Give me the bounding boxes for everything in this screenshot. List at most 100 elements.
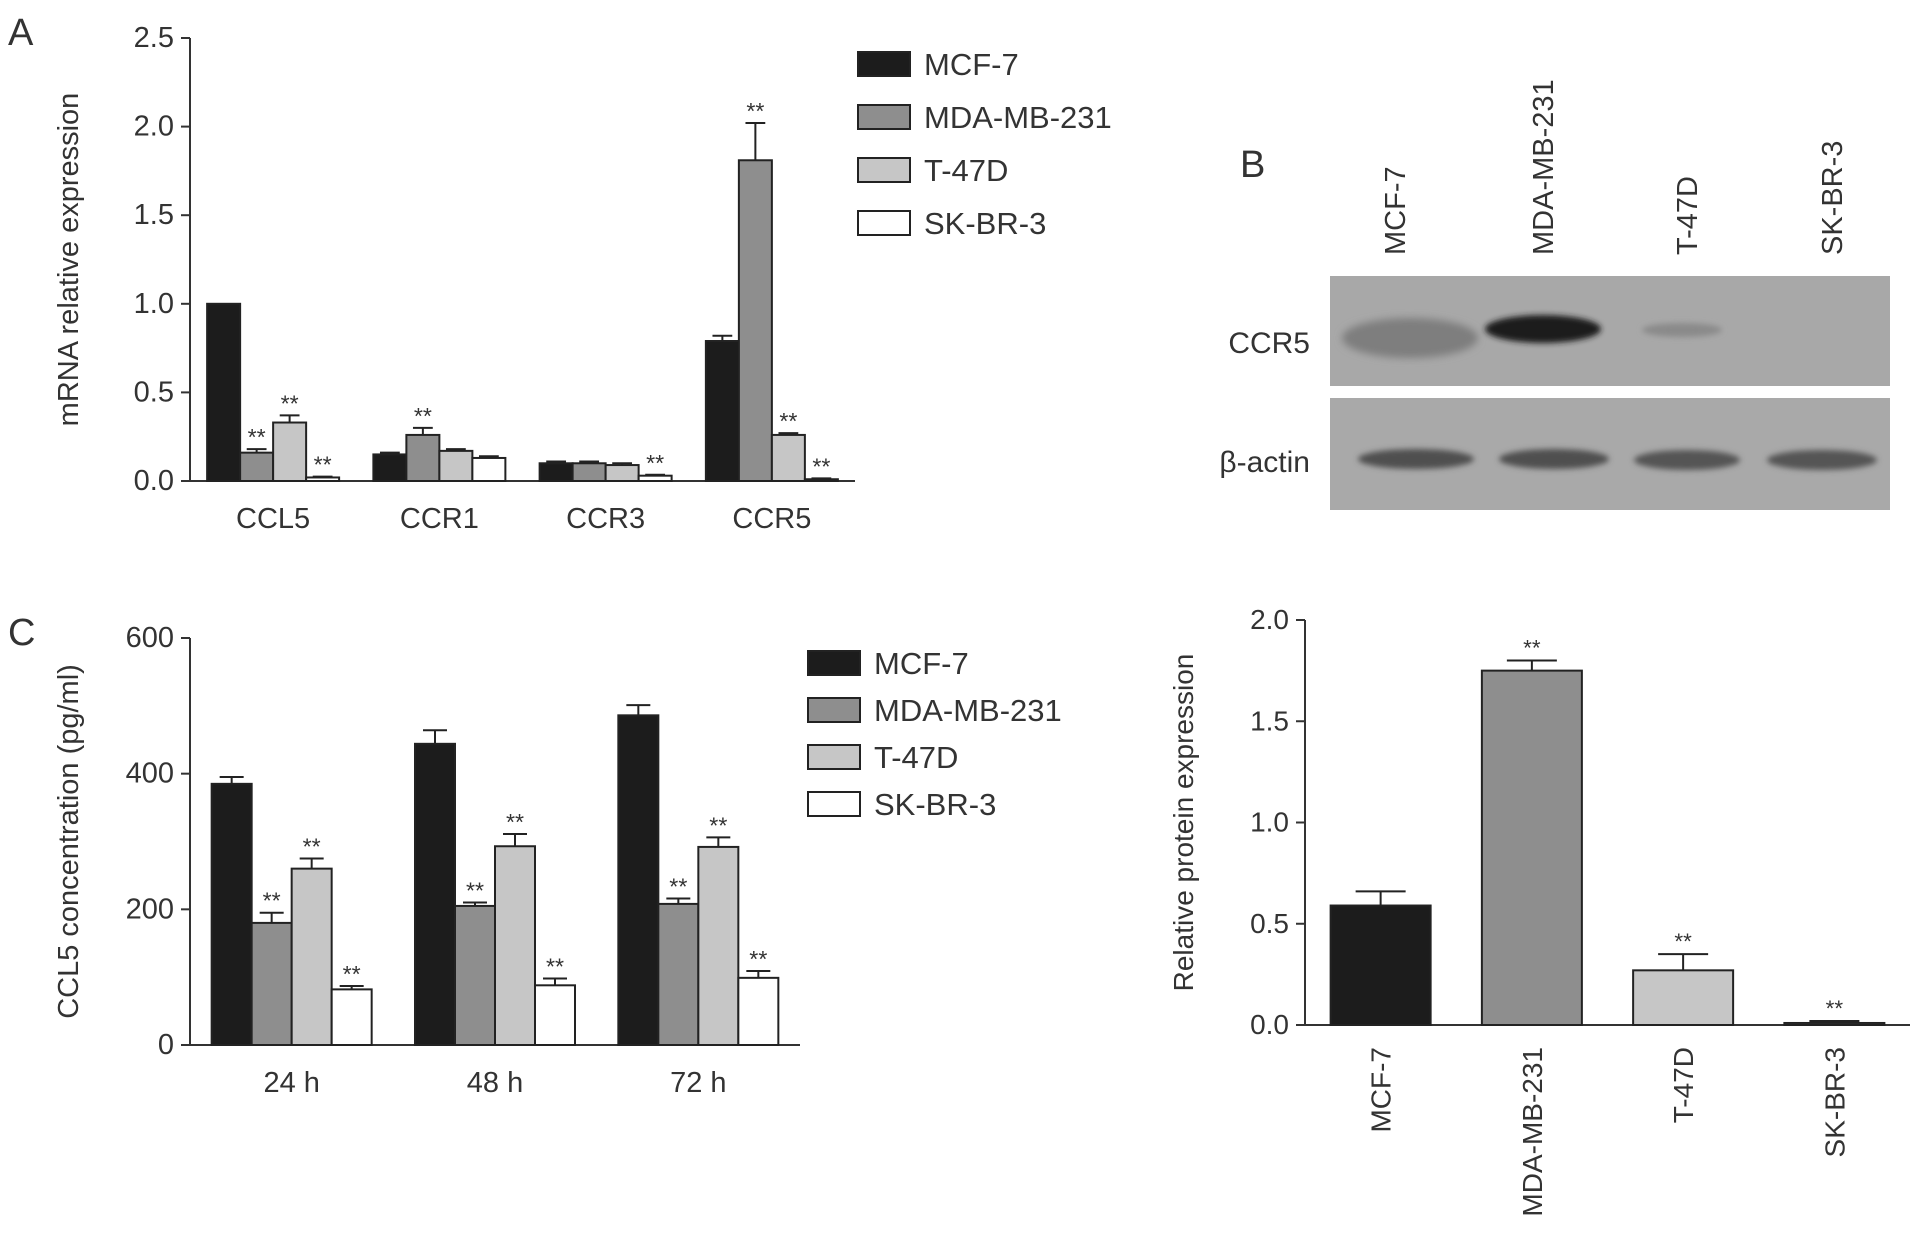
blot-row-label-actin: β-actin xyxy=(1219,446,1310,479)
legend-label: SK-BR-3 xyxy=(924,206,1046,241)
y-tick-label: 0.5 xyxy=(1250,908,1289,939)
y-tick-label: 1.0 xyxy=(134,288,174,320)
y-tick-label: 600 xyxy=(126,622,174,654)
actin-band-mdamb231 xyxy=(1499,449,1609,469)
bar-mdamb231 xyxy=(1480,669,1583,1026)
x-tick-label: 72 h xyxy=(670,1067,726,1099)
significance-mark: ** xyxy=(746,98,764,124)
y-axis-title: mRNA relative expression xyxy=(53,93,85,427)
legend-label: MDA-MB-231 xyxy=(924,100,1112,135)
bar-ccr3-mcf7 xyxy=(538,462,574,482)
blot-row-label-ccr5: CCR5 xyxy=(1228,327,1310,360)
bar-ccl5-mcf7 xyxy=(206,302,242,482)
significance-mark: ** xyxy=(709,812,727,838)
legend-swatch-mdamb231 xyxy=(857,104,911,130)
x-tick-label: CCL5 xyxy=(236,503,310,535)
significance-mark: ** xyxy=(1523,636,1541,661)
y-axis-title: CCL5 concentration (pg/ml) xyxy=(53,664,85,1019)
significance-mark: ** xyxy=(812,453,830,479)
legend-label: MDA-MB-231 xyxy=(874,693,1062,728)
bar-ccr1-mcf7 xyxy=(372,453,408,483)
bar-24h-mdamb231 xyxy=(250,921,293,1047)
x-tick-label: MDA-MB-231 xyxy=(1517,1047,1548,1217)
bar-72h-skbr3 xyxy=(737,976,780,1046)
bar-ccr1-mdamb231 xyxy=(405,433,441,483)
significance-mark: ** xyxy=(263,888,281,914)
bar-ccr1-skbr3 xyxy=(471,456,507,482)
significance-mark: ** xyxy=(248,424,266,450)
chart-a-mrna: 0.0 0.5 1.0 1.5 2.0 2.5 mRNA relative expressi… xyxy=(53,22,855,535)
bar-ccl5-t47d xyxy=(272,421,308,482)
significance-mark: ** xyxy=(669,873,687,899)
bar-ccr1-t47d xyxy=(438,449,474,483)
legend-swatch-mcf7 xyxy=(807,650,861,676)
significance-mark: ** xyxy=(1674,929,1692,954)
x-tick-label: CCR5 xyxy=(732,503,811,535)
bar-24h-skbr3 xyxy=(330,988,373,1046)
legend-label: T-47D xyxy=(874,740,958,775)
y-tick-label: 1.5 xyxy=(134,199,174,231)
significance-mark: ** xyxy=(779,408,797,434)
blot-lane-label-mdamb231: MDA-MB-231 xyxy=(1528,79,1560,255)
x-tick-label: SK-BR-3 xyxy=(1819,1047,1850,1157)
legend-a: MCF-7 MDA-MB-231 T-47D SK-BR-3 xyxy=(857,47,1112,241)
actin-band-mcf7 xyxy=(1358,449,1474,469)
x-tick-label: 48 h xyxy=(467,1067,523,1099)
bar-48h-mcf7 xyxy=(414,742,456,1046)
bar-24h-mcf7 xyxy=(210,782,253,1046)
chart-b-protein: 0.0 0.5 1.0 1.5 2.0 Relative protein expressi… xyxy=(1168,604,1910,1217)
x-tick-label: CCR1 xyxy=(400,503,479,535)
legend-swatch-mdamb231 xyxy=(807,697,861,723)
significance-mark: ** xyxy=(314,452,332,478)
legend-swatch-skbr3 xyxy=(807,791,861,817)
significance-mark: ** xyxy=(546,954,564,980)
ccr5-band-t47d xyxy=(1642,323,1722,337)
y-tick-label: 0 xyxy=(158,1029,174,1061)
legend-label: T-47D xyxy=(924,153,1008,188)
bar-ccr5-mdamb231 xyxy=(737,159,773,482)
significance-mark: ** xyxy=(466,878,484,904)
legend-label: MCF-7 xyxy=(874,646,969,681)
bar-72h-mcf7 xyxy=(617,714,660,1047)
bar-ccl5-skbr3 xyxy=(305,476,341,482)
y-tick-label: 0.0 xyxy=(1250,1009,1289,1040)
ccr5-band-mdamb231 xyxy=(1485,315,1601,343)
significance-mark: ** xyxy=(646,450,664,476)
bar-t47d xyxy=(1632,969,1735,1027)
legend-swatch-t47d xyxy=(857,157,911,183)
y-tick-label: 400 xyxy=(126,758,174,790)
y-tick-label: 0.0 xyxy=(134,465,174,497)
ccr5-band-mcf7 xyxy=(1342,318,1478,358)
bar-48h-mdamb231 xyxy=(454,904,496,1046)
significance-mark: ** xyxy=(414,403,432,429)
y-tick-label: 2.0 xyxy=(134,111,174,143)
bar-24h-t47d xyxy=(290,867,333,1047)
significance-mark: ** xyxy=(343,961,361,987)
blot-lane-label-mcf7: MCF-7 xyxy=(1380,166,1412,255)
y-tick-label: 200 xyxy=(126,893,174,925)
significance-mark: ** xyxy=(303,833,321,859)
legend-c: MCF-7 MDA-MB-231 T-47D SK-BR-3 xyxy=(807,646,1062,822)
y-tick-label: 2.0 xyxy=(1250,604,1289,635)
panel-label-c: C xyxy=(8,612,35,654)
bar-ccr5-skbr3 xyxy=(803,478,839,482)
legend-swatch-skbr3 xyxy=(857,210,911,236)
x-tick-label: 24 h xyxy=(263,1067,319,1099)
x-tick-label: T-47D xyxy=(1668,1047,1699,1123)
bar-ccr3-skbr3 xyxy=(637,474,673,482)
bar-ccr5-mcf7 xyxy=(704,340,740,482)
actin-band-t47d xyxy=(1634,450,1740,470)
bar-ccl5-mdamb231 xyxy=(239,451,275,483)
western-blot: MCF-7 MDA-MB-231 T-47D SK-BR-3 CCR5 β-ac… xyxy=(1219,79,1890,510)
x-tick-label: CCR3 xyxy=(566,503,645,535)
actin-band-skbr3 xyxy=(1767,450,1877,470)
bar-ccr3-t47d xyxy=(604,464,640,483)
bar-48h-skbr3 xyxy=(534,984,576,1046)
bar-72h-t47d xyxy=(697,845,740,1047)
y-tick-label: 0.5 xyxy=(134,376,174,408)
bar-ccr5-t47d xyxy=(770,433,806,483)
bar-72h-mdamb231 xyxy=(657,902,700,1047)
y-tick-label: 2.5 xyxy=(134,22,174,54)
blot-lane-label-skbr3: SK-BR-3 xyxy=(1817,141,1849,255)
